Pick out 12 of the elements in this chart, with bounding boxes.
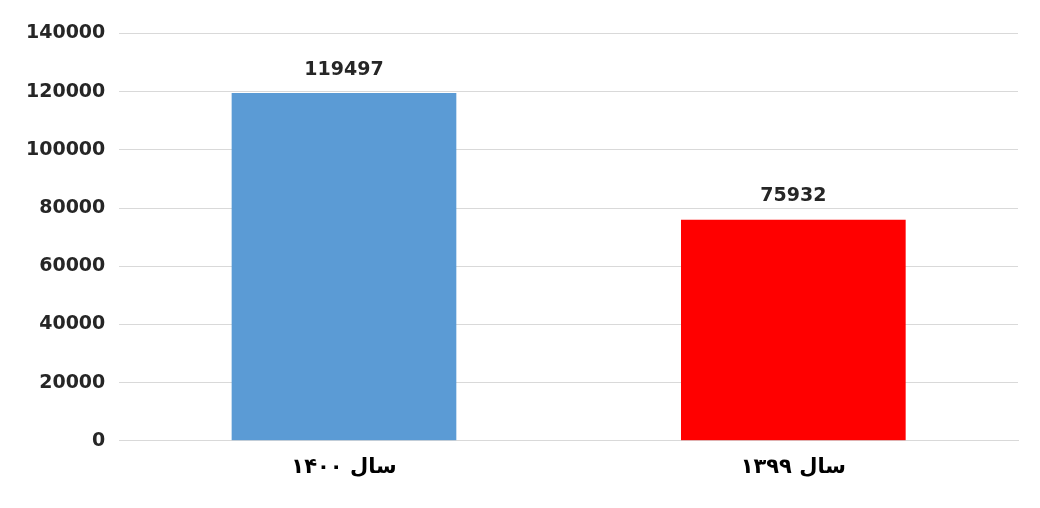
y-tick-label: 0 [92, 427, 106, 450]
x-tick-label: سال ۱۳۹۹ [740, 453, 847, 478]
y-tick-label: 100000 [25, 136, 106, 159]
data-label: 75932 [760, 183, 827, 206]
y-tick-label: 140000 [25, 20, 106, 43]
x-tick-label: سال ۱۴۰۰ [291, 453, 397, 478]
data-label: 119497 [304, 56, 384, 79]
y-tick-label: 120000 [25, 78, 106, 101]
y-tick-label: 60000 [39, 253, 106, 276]
y-tick-label: 80000 [39, 194, 106, 217]
y-tick-label: 20000 [39, 369, 106, 392]
y-tick-label: 40000 [39, 311, 106, 334]
